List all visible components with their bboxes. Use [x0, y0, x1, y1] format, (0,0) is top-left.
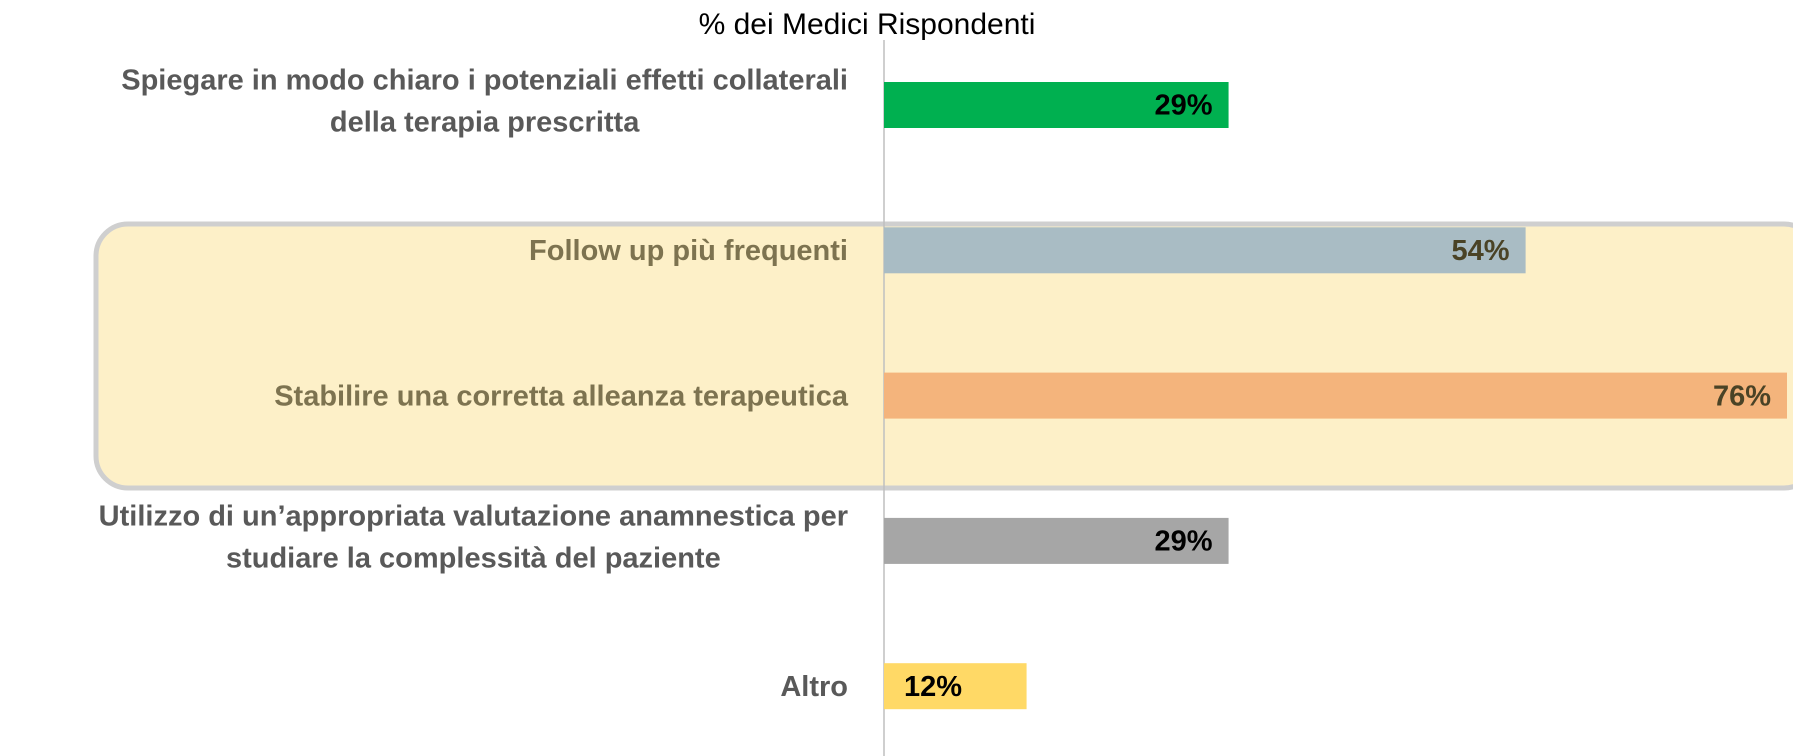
data-label: 54%	[1452, 235, 1510, 267]
category-label: Utilizzo di un’appropriata valutazione a…	[99, 501, 848, 533]
category-label: Altro	[780, 671, 848, 703]
highlight-box	[93, 221, 1793, 491]
chart-title: % dei Medici Rispondenti	[699, 8, 1036, 41]
category-label: Stabilire una corretta alleanza terapeut…	[274, 380, 849, 412]
data-label: 29%	[1155, 526, 1213, 558]
data-label: 76%	[1713, 380, 1771, 412]
bar	[884, 663, 1027, 710]
bar	[884, 227, 1526, 274]
category-label: Spiegare in modo chiaro i potenziali eff…	[121, 65, 848, 97]
bar	[884, 372, 1787, 419]
data-label: 12%	[904, 671, 962, 703]
category-label: della terapia prescritta	[330, 107, 640, 139]
data-label: 29%	[1155, 90, 1213, 122]
category-label: studiare la complessità del paziente	[226, 543, 721, 575]
bar	[884, 517, 1229, 564]
bar	[884, 82, 1229, 128]
category-label: Follow up più frequenti	[529, 235, 848, 267]
